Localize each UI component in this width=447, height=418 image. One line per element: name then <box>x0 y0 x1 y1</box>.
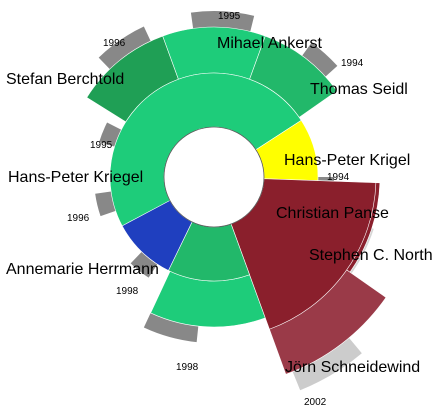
year-band-1995-top <box>190 11 255 32</box>
label-stefan-berchtold[interactable]: Stefan Berchtold <box>6 71 124 88</box>
year-label-1994-top: 1994 <box>341 58 364 69</box>
year-label-1998-left: 1998 <box>116 286 139 297</box>
year-band-1996-left <box>95 191 116 217</box>
label-jorn-schneidewind[interactable]: Jörn Schneidewind <box>285 359 420 376</box>
year-label-1998-bottom: 1998 <box>176 362 199 373</box>
year-label-1994-right: 1994 <box>327 172 350 183</box>
year-label-1995-left: 1995 <box>90 140 113 151</box>
label-annemarie-herrmann[interactable]: Annemarie Herrmann <box>6 261 159 278</box>
year-band-2002-bottom <box>292 337 362 391</box>
center-hole <box>163 126 265 228</box>
label-stephen-c-north[interactable]: Stephen C. North <box>309 247 433 264</box>
label-thomas-seidl[interactable]: Thomas Seidl <box>310 81 408 98</box>
labels-group: Stefan Berchtold Mihael Ankerst Thomas S… <box>6 11 433 408</box>
year-band-1994-top <box>302 42 338 77</box>
year-band-1995-left <box>99 122 122 147</box>
year-band-1998-left <box>130 251 158 278</box>
label-christian-panse[interactable]: Christian Panse <box>276 205 389 222</box>
year-band-1996-top <box>98 26 151 70</box>
label-hans-peter-krigel[interactable]: Hans-Peter Krigel <box>284 152 410 169</box>
year-label-1995-top: 1995 <box>218 11 241 22</box>
year-band-1998-bottom <box>143 312 199 343</box>
label-mihael-ankerst[interactable]: Mihael Ankerst <box>217 35 322 52</box>
year-label-1996-left: 1996 <box>67 213 90 224</box>
segments-group <box>86 11 387 391</box>
year-label-2002-bottom: 2002 <box>304 397 327 408</box>
label-hans-peter-kriegel[interactable]: Hans-Peter Kriegel <box>8 169 143 186</box>
year-label-1996-top: 1996 <box>103 38 126 49</box>
